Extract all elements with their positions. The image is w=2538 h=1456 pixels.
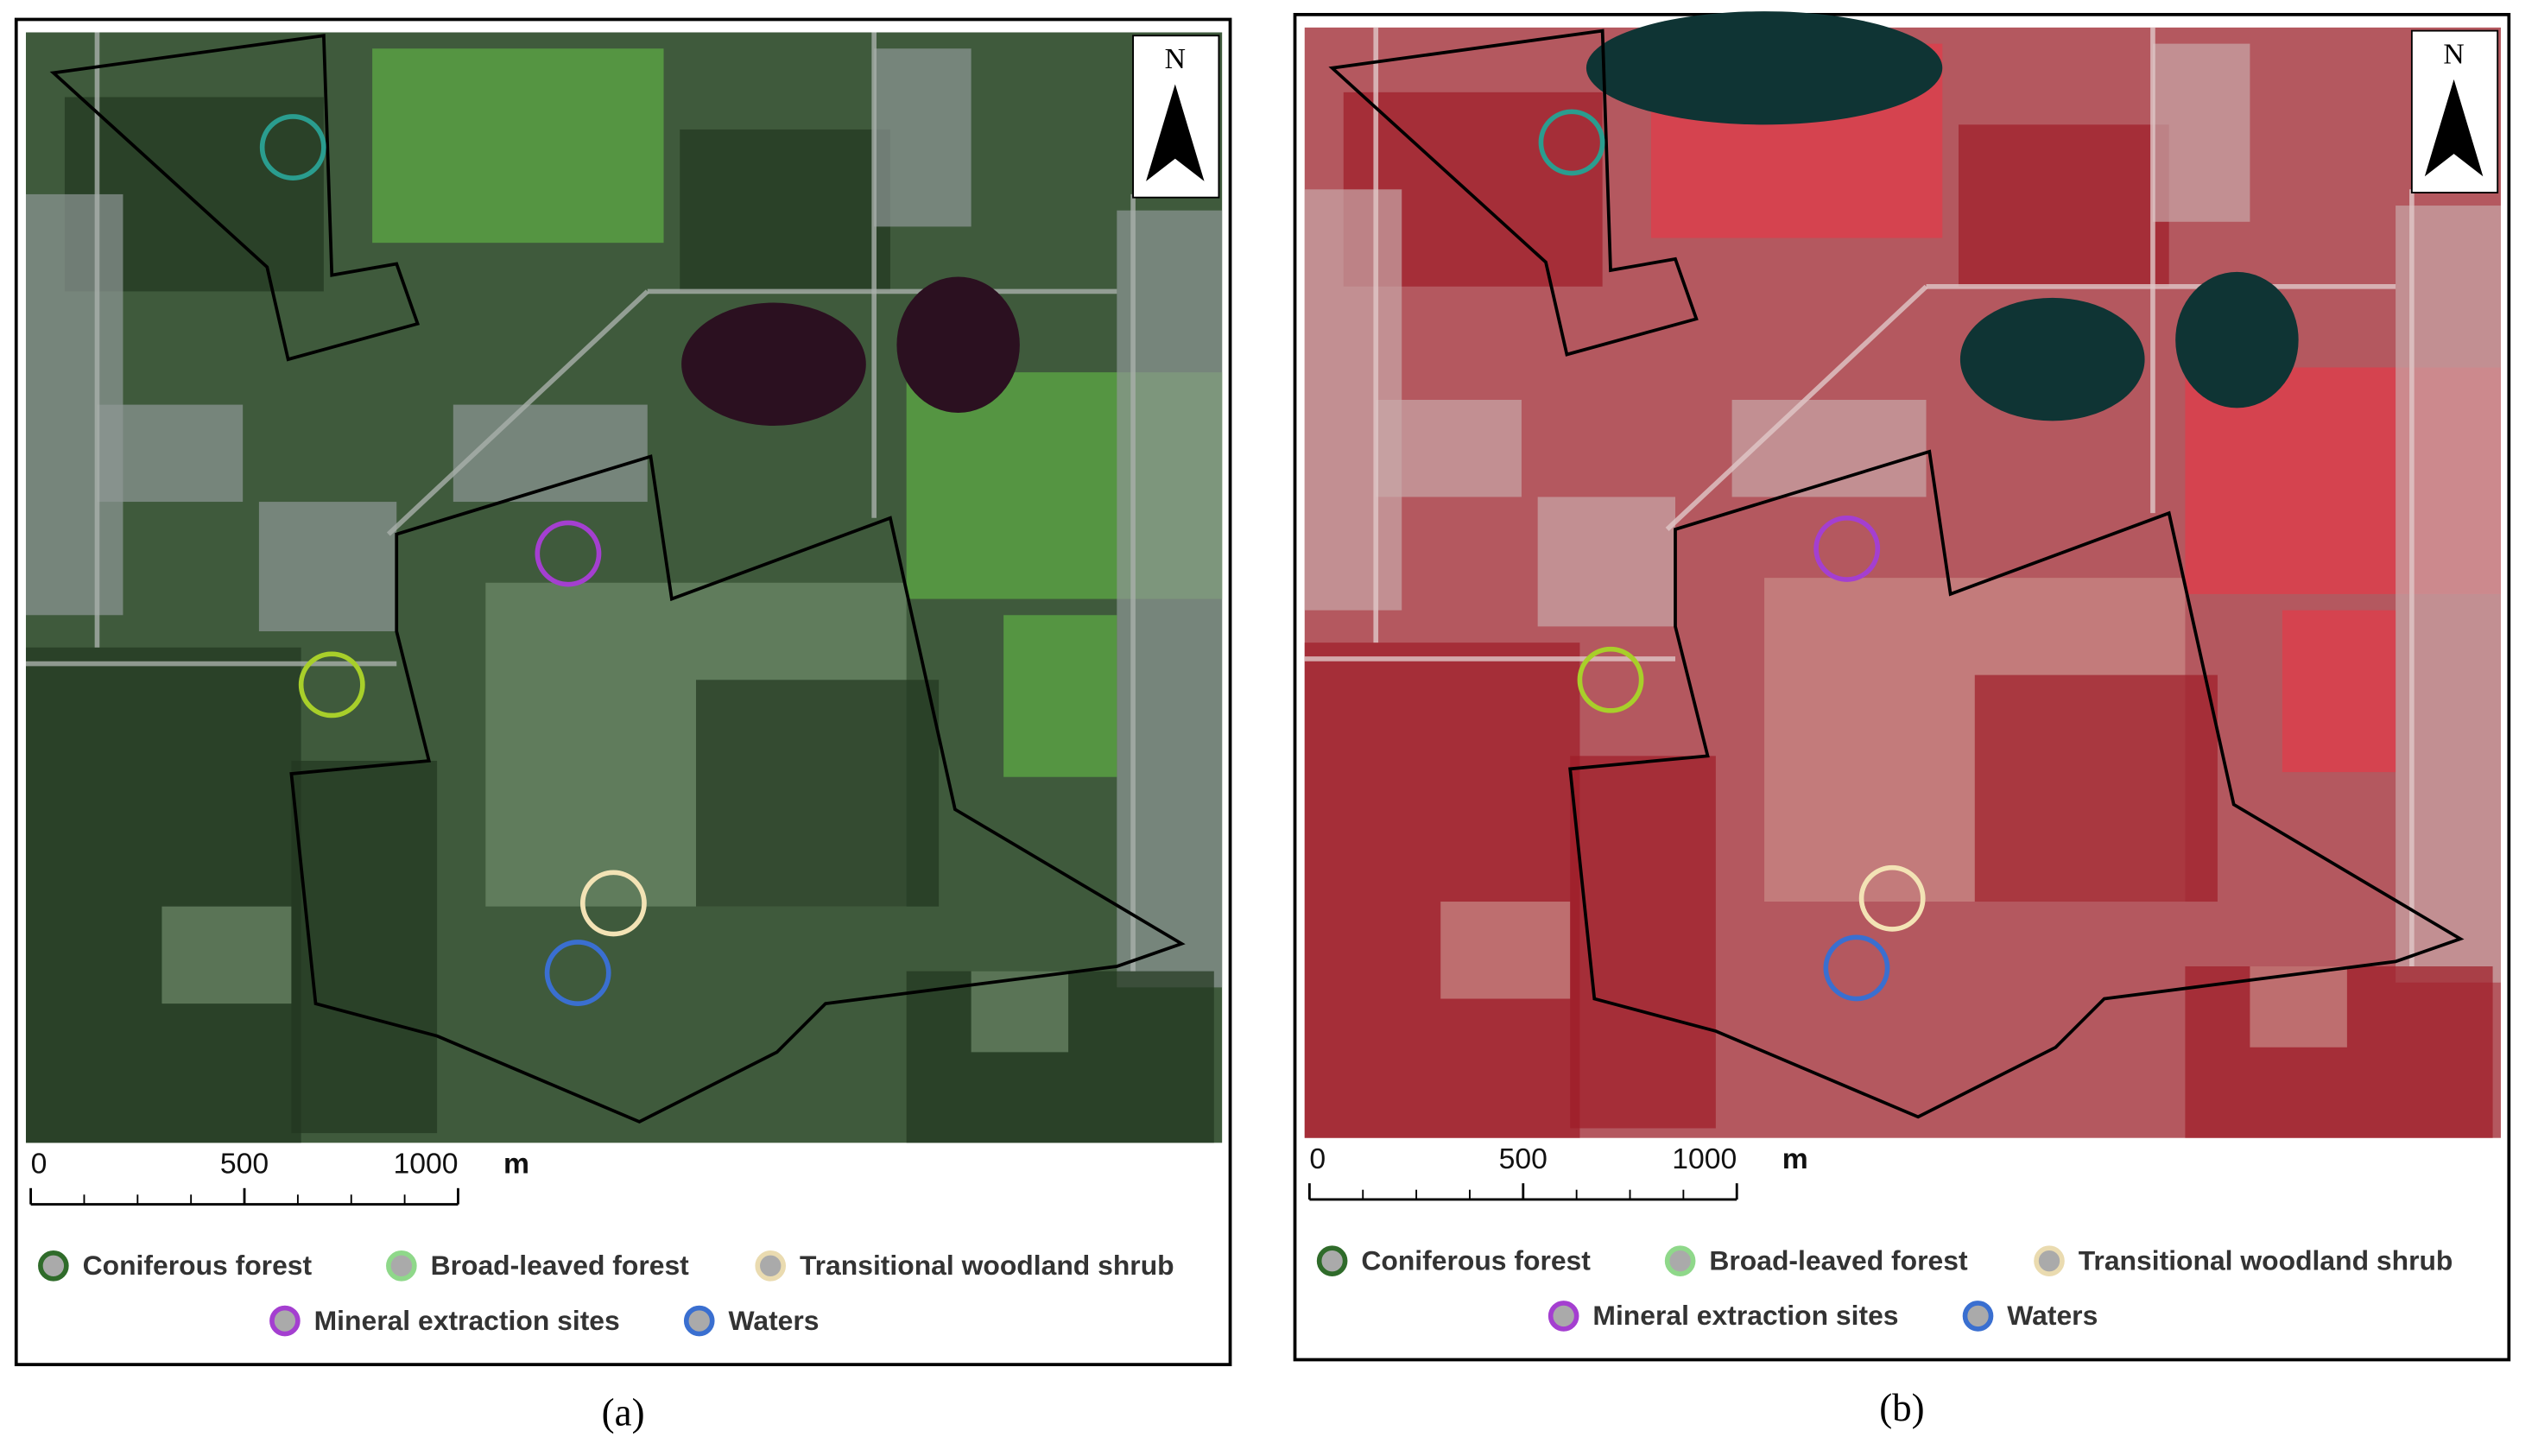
map-image <box>1304 11 2501 1138</box>
scale-tick-label: 500 <box>220 1147 269 1180</box>
legend-label: Transitional woodland shrub <box>2079 1244 2453 1276</box>
legend-symbol <box>1547 1301 1579 1332</box>
panel: N 0 500 1000 m Coniferous forest Broad-leaved … <box>1293 11 2511 1429</box>
scale-tick-label: 0 <box>31 1147 47 1180</box>
scale-unit: m <box>1782 1143 1808 1175</box>
map-patch <box>161 906 292 1004</box>
road <box>386 289 649 536</box>
sample-site-marker <box>1577 646 1644 713</box>
scale-unit: m <box>503 1147 529 1180</box>
legend-label: Waters <box>728 1305 819 1336</box>
map-patch <box>1440 902 1571 999</box>
map-patch <box>2152 43 2250 222</box>
sample-site-marker <box>579 870 647 937</box>
map-patch <box>1570 756 1716 1129</box>
sample-site-marker <box>535 520 602 587</box>
map-patch <box>2282 610 2396 773</box>
sample-site-marker <box>1813 515 1881 582</box>
sample-site-marker <box>259 114 326 180</box>
road <box>1665 284 1928 531</box>
legend-symbol <box>269 1305 301 1337</box>
map-patch <box>1959 124 2169 287</box>
lake <box>681 302 866 426</box>
legend-symbol <box>2034 1245 2065 1276</box>
lake <box>2175 271 2299 408</box>
legend-symbol <box>386 1250 417 1282</box>
map-patch <box>2250 966 2347 1048</box>
legend-label: Mineral extraction sites <box>314 1305 620 1336</box>
panel-caption: (b) <box>1879 1386 1924 1429</box>
panel-caption: (a) <box>602 1390 645 1434</box>
sample-site-marker <box>298 651 365 719</box>
lake <box>1585 11 1943 125</box>
map-patch <box>1974 674 2218 902</box>
legend-label: Coniferous forest <box>83 1250 313 1281</box>
map-patch <box>1537 497 1676 627</box>
scale-tick-label: 1000 <box>1672 1143 1737 1175</box>
legend-label: Broad-leaved forest <box>431 1250 690 1281</box>
lake <box>1959 297 2145 421</box>
legend-label: Broad-leaved forest <box>1709 1244 1968 1276</box>
sample-site-marker <box>544 940 611 1006</box>
legend-symbol <box>755 1250 787 1282</box>
map-patch <box>1304 643 1580 1138</box>
north-arrow <box>2424 79 2484 177</box>
north-arrow <box>1146 84 1205 181</box>
map-image <box>25 32 1223 1143</box>
legend-label: Waters <box>2007 1300 2098 1331</box>
map-patch <box>680 129 890 292</box>
legend-label: Mineral extraction sites <box>1592 1300 1898 1331</box>
legend-symbol <box>1316 1245 1348 1276</box>
sample-site-marker <box>1823 934 1890 1002</box>
scale-tick-label: 0 <box>1309 1143 1326 1175</box>
map-patch <box>291 760 438 1134</box>
legend-label: Coniferous forest <box>1361 1244 1591 1276</box>
north-label: N <box>2443 38 2464 70</box>
legend-label: Transitional woodland shrub <box>800 1250 1174 1281</box>
legend-symbol <box>683 1305 715 1337</box>
legend-symbol <box>38 1250 69 1282</box>
panel: N 0 500 1000 m Coniferous forest Broad-leaved … <box>14 17 1232 1434</box>
map-patch <box>258 502 397 632</box>
map-patch <box>372 48 664 244</box>
study-area-boundary <box>1328 28 2465 1119</box>
map-patch <box>25 647 301 1143</box>
map-patch <box>97 404 244 503</box>
scale-tick-label: 1000 <box>393 1147 458 1180</box>
legend-symbol <box>1962 1301 1994 1332</box>
sample-site-marker <box>1858 864 1926 932</box>
north-label: N <box>1165 43 1186 75</box>
map-patch <box>971 971 1069 1053</box>
map-patch <box>1376 399 1522 497</box>
scale-tick-label: 500 <box>1499 1143 1547 1175</box>
study-area-boundary <box>49 34 1186 1124</box>
lake <box>896 276 1020 413</box>
map-patch <box>695 680 940 907</box>
sample-site-marker <box>1538 109 1605 176</box>
legend-symbol <box>1664 1245 1696 1276</box>
map-patch <box>874 48 972 227</box>
map-patch <box>1003 615 1117 777</box>
